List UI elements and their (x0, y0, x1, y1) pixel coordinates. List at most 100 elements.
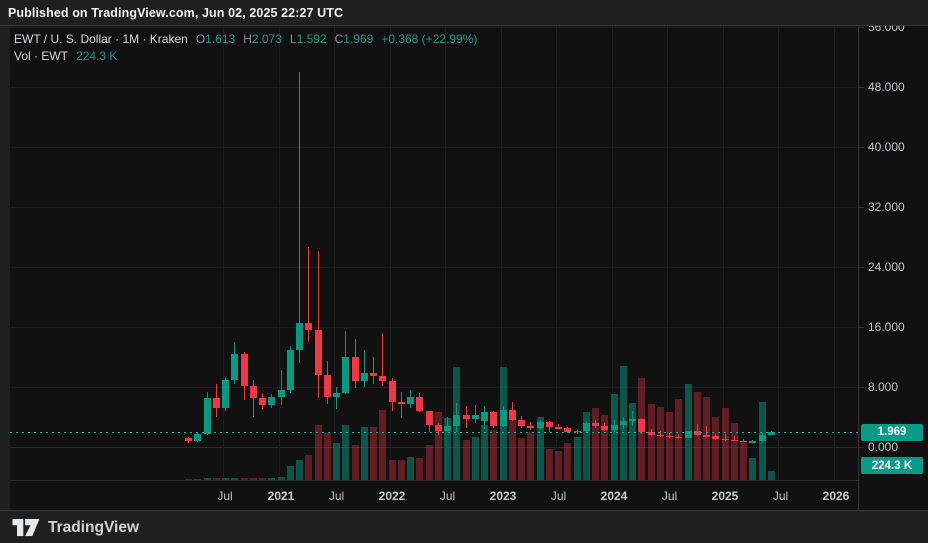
candle-wick (447, 416, 448, 432)
candle (573, 430, 581, 433)
candle-wick (678, 434, 680, 439)
volume-bar (388, 460, 396, 480)
volume-bar (425, 445, 433, 480)
time-axis[interactable]: Jul 2021 Jul 2022 Jul 2023 Jul 2024 Jul 2025 Jul 20… (10, 480, 858, 511)
ohlc-value: 2.073 (251, 32, 282, 46)
candle (730, 439, 738, 442)
volume-bar (416, 458, 424, 480)
candle (749, 441, 757, 443)
candle (564, 427, 572, 432)
volume-bar (481, 425, 488, 480)
candle (527, 426, 535, 428)
candle (462, 415, 470, 419)
tradingview-brand-text[interactable]: TradingView (48, 518, 140, 536)
last-price-badge: 1.969 (861, 423, 923, 441)
candle (758, 434, 766, 442)
candle (703, 435, 710, 437)
candle (425, 411, 433, 425)
candle (684, 431, 692, 438)
price-axis[interactable]: 1.969 224.3 K 56.000 48.000 40.000 32.000 24… (858, 26, 928, 510)
candle-wick (696, 424, 698, 436)
horizontal-gridline (10, 326, 858, 328)
volume-bar (462, 440, 470, 480)
volume-bar (444, 418, 451, 480)
candle (601, 426, 609, 431)
candle-wick (724, 434, 726, 441)
time-axis-label: 2026 (822, 489, 850, 503)
volume-bar (703, 396, 710, 480)
time-axis-label: 2025 (711, 489, 739, 503)
price-axis-label: 24.000 (868, 259, 905, 274)
volume-bar (582, 412, 590, 480)
candle-wick (733, 435, 735, 442)
vertical-gridline (445, 26, 446, 480)
candle (490, 412, 498, 427)
volume-indicator-label[interactable]: Vol · EWT (14, 49, 69, 63)
vertical-gridline (334, 26, 335, 480)
candle (194, 433, 202, 442)
volume-bar (518, 438, 525, 480)
symbol-title[interactable]: EWT / U. S. Dollar · 1M · Kraken (14, 32, 188, 46)
candle-wick (336, 387, 337, 410)
volume-bar (601, 415, 609, 480)
price-tick (859, 26, 864, 28)
ohlc-key: H (243, 32, 252, 46)
time-axis-label: 2023 (489, 489, 517, 503)
time-axis-label: Jul (772, 489, 789, 503)
candle (619, 421, 627, 425)
candle-wick (530, 421, 532, 431)
candle (647, 431, 655, 435)
candle-wick (743, 438, 744, 443)
candle (351, 357, 359, 382)
vertical-gridline (389, 26, 391, 480)
price-tick (859, 206, 864, 208)
candle (379, 376, 387, 382)
candle (286, 349, 294, 390)
volume-bar (333, 443, 340, 480)
candle (721, 438, 729, 441)
volume-bar (767, 471, 775, 480)
candle (592, 422, 599, 427)
chart-plot-area[interactable] (10, 26, 858, 480)
price-axis-label: 32.000 (868, 199, 905, 214)
candle (333, 392, 340, 398)
candle-wick (280, 370, 282, 406)
vertical-gridline (833, 26, 835, 480)
volume-bar (222, 478, 229, 480)
candle (240, 354, 248, 386)
candle (185, 438, 192, 442)
time-axis-label: Jul (217, 489, 233, 503)
candle (277, 389, 285, 398)
price-axis-label: 48.000 (868, 79, 905, 94)
candle-wick (669, 433, 670, 439)
volume-bar (527, 432, 535, 480)
vertical-gridline (778, 26, 779, 480)
volume-bar (647, 404, 655, 480)
candle (629, 418, 636, 422)
tradingview-logo-icon[interactable] (12, 518, 40, 537)
price-tick (859, 386, 864, 388)
price-tick (859, 326, 864, 328)
volume-bar (305, 455, 313, 480)
horizontal-gridline (10, 206, 858, 208)
price-axis-label: 56.000 (868, 26, 905, 34)
candle-wick (632, 410, 633, 427)
candle (231, 354, 239, 380)
volume-bar (490, 430, 498, 480)
ohlc-value: 1.613 (205, 32, 236, 46)
candle (416, 397, 424, 412)
candle (268, 397, 276, 405)
volume-bar (730, 423, 738, 480)
price-tick (859, 146, 864, 148)
candle-wick (706, 426, 707, 437)
volume-bar (286, 466, 294, 480)
ohlc-key: O (195, 32, 206, 46)
candle (388, 381, 396, 402)
volume-bar (629, 403, 636, 480)
volume-bar (185, 478, 192, 480)
time-axis-label: Jul (550, 489, 567, 503)
volume-bar (712, 416, 720, 480)
candle-wick (474, 404, 476, 423)
candle (481, 412, 488, 422)
candle-wick (400, 391, 402, 419)
